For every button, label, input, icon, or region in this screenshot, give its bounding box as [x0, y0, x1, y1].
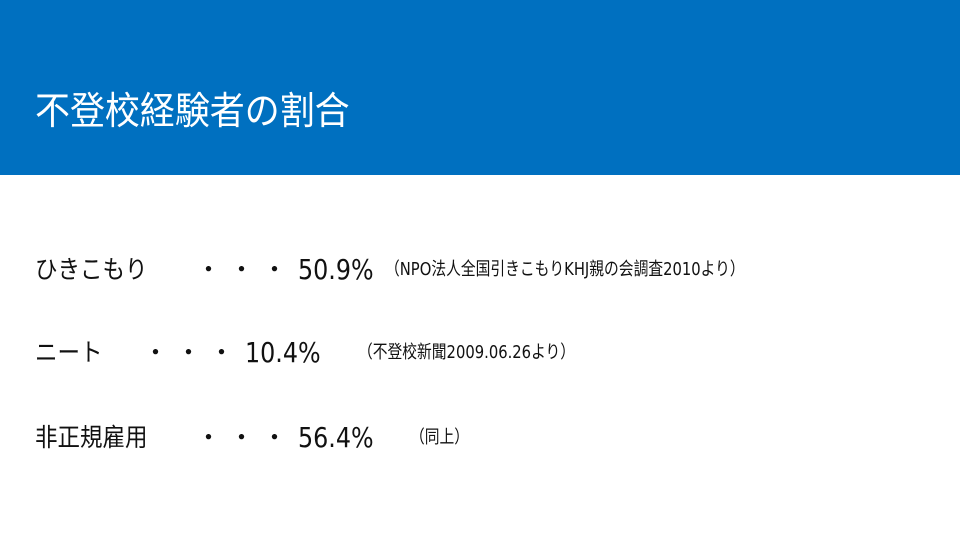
stat-separator: ・・・: [196, 255, 296, 284]
stat-value: 56.4%: [298, 421, 374, 454]
stat-separator: ・・・: [196, 423, 296, 452]
stat-value: 10.4%: [245, 336, 321, 369]
stat-value: 50.9%: [298, 253, 374, 286]
stat-separator: ・・・: [143, 338, 243, 367]
stat-label: ひきこもり: [35, 255, 148, 284]
stat-label: ニート: [35, 338, 103, 367]
stat-source: （不登校新聞2009.06.26より）: [358, 342, 576, 363]
stat-row-hikikomori: ひきこもり ・・・ 50.9% （NPO法人全国引きこもりKHJ親の会調査201…: [0, 250, 960, 290]
stat-label: 非正規雇用: [35, 423, 148, 452]
title-banner: 不登校経験者の割合: [0, 0, 960, 175]
stat-source: （NPO法人全国引きこもりKHJ親の会調査2010より）: [385, 259, 745, 280]
slide-title: 不登校経験者の割合: [35, 89, 350, 133]
stat-row-neet: ニート ・・・ 10.4% （不登校新聞2009.06.26より）: [0, 333, 960, 373]
stat-row-irregular-employment: 非正規雇用 ・・・ 56.4% （同上）: [0, 418, 960, 458]
stat-source: （同上）: [410, 427, 470, 448]
